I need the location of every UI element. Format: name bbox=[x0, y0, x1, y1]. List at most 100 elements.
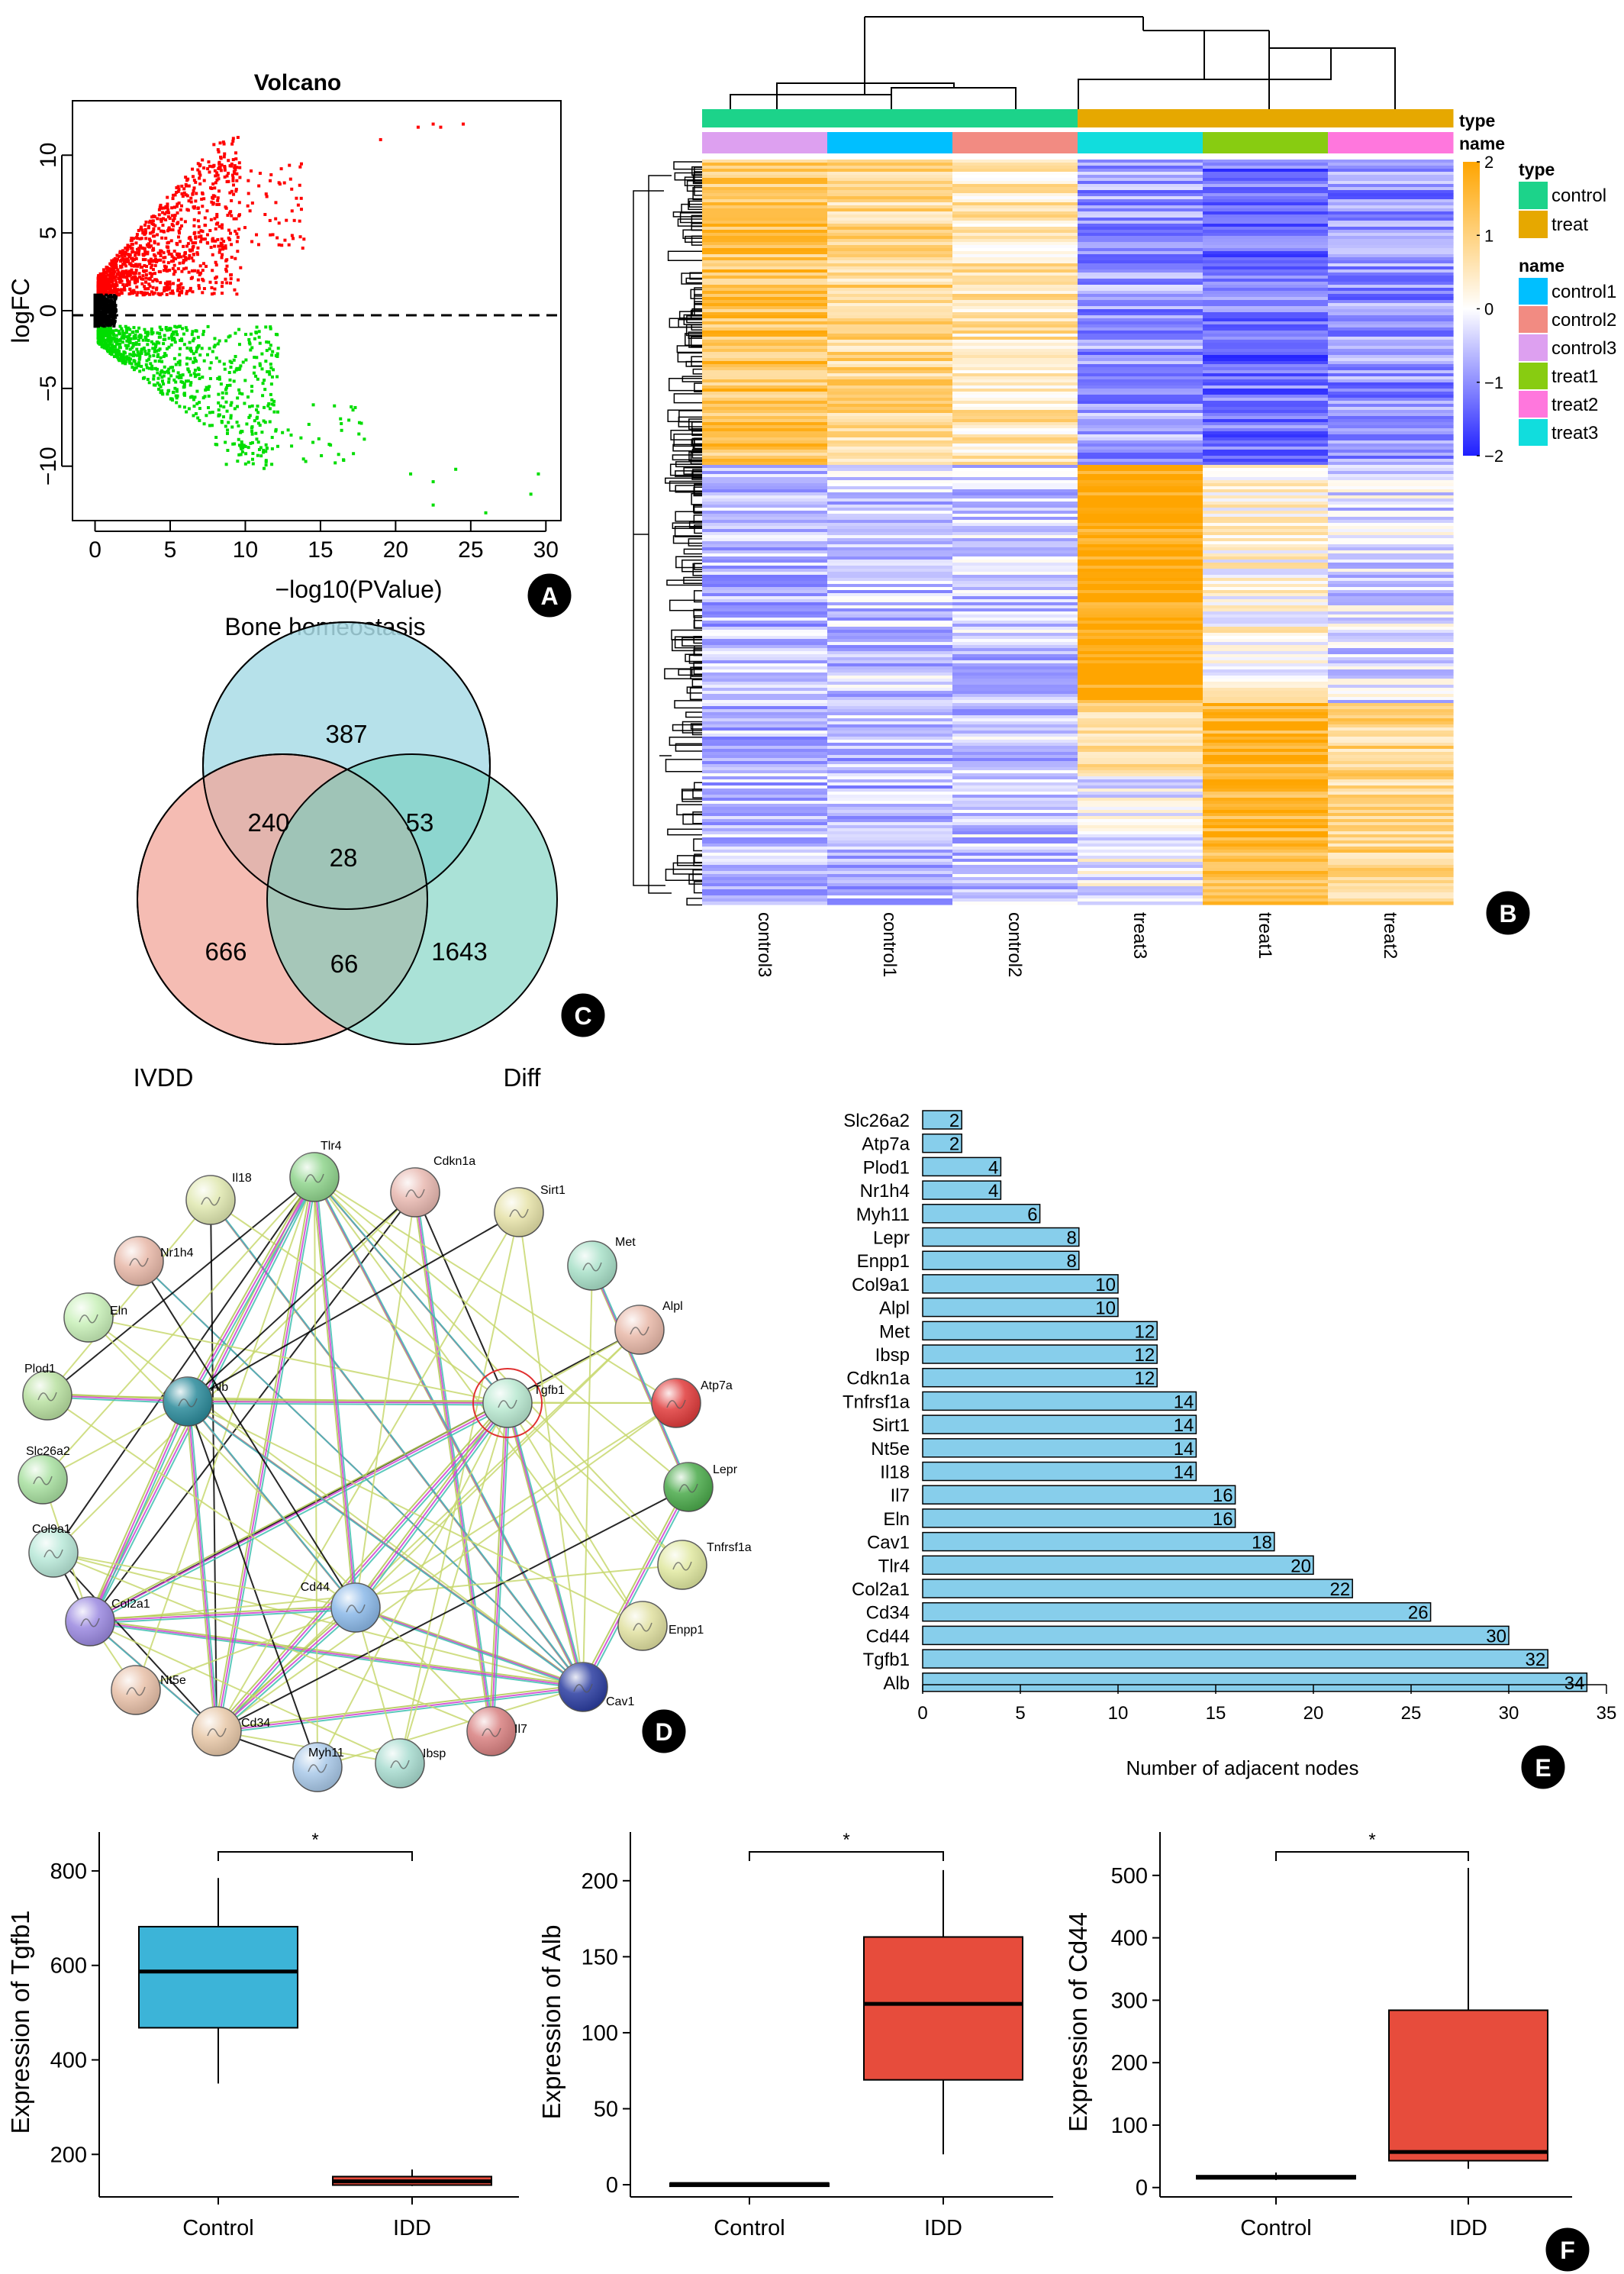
heatmap-cell bbox=[1203, 816, 1329, 820]
heatmap-cell bbox=[1078, 196, 1204, 200]
heatmap-cell bbox=[1078, 724, 1204, 728]
heatmap-cell bbox=[1078, 694, 1204, 698]
heatmap-cell bbox=[827, 804, 953, 808]
row-dendrogram-branch bbox=[692, 869, 702, 882]
volcano-point bbox=[216, 198, 220, 202]
heatmap-cell bbox=[1203, 822, 1329, 826]
heatmap-cell bbox=[1328, 602, 1454, 606]
heatmap-cell bbox=[1078, 642, 1204, 646]
volcano-point bbox=[231, 158, 235, 162]
ppi-edge-Cav1-Tlr4 bbox=[311, 1175, 582, 1685]
volcano-point bbox=[246, 460, 250, 464]
name-cell-treat2 bbox=[1328, 132, 1454, 153]
heatmap-cell bbox=[1328, 801, 1454, 805]
heatmap-cell bbox=[952, 181, 1078, 185]
volcano-point bbox=[138, 369, 142, 373]
volcano-point bbox=[160, 229, 163, 233]
legend-swatch-treat bbox=[1519, 211, 1548, 238]
volcano-point bbox=[211, 350, 214, 353]
degree-value-label-Tlr4: 20 bbox=[1290, 1556, 1311, 1576]
volcano-point bbox=[151, 230, 155, 234]
heatmap-cell bbox=[952, 541, 1078, 545]
heatmap-cell bbox=[702, 813, 828, 817]
heatmap-cell bbox=[952, 502, 1078, 505]
degree-category-label-Sirt1: Sirt1 bbox=[872, 1415, 910, 1436]
volcano-title: Volcano bbox=[254, 70, 341, 95]
volcano-point bbox=[111, 262, 115, 266]
ppi-edge-Il7-Tgfb1 bbox=[492, 1405, 511, 1734]
heatmap-cell bbox=[1078, 813, 1204, 817]
volcano-point bbox=[124, 327, 128, 331]
heatmap-cell bbox=[1203, 584, 1329, 588]
volcano-point bbox=[150, 340, 153, 344]
volcano-point bbox=[261, 382, 265, 385]
heatmap-cell bbox=[1078, 407, 1204, 411]
venn-count-bone-diff: 53 bbox=[406, 808, 434, 837]
volcano-point bbox=[276, 347, 280, 350]
heatmap-cell bbox=[1328, 868, 1454, 872]
heatmap-cell bbox=[952, 450, 1078, 453]
volcano-point bbox=[210, 200, 214, 204]
volcano-point bbox=[108, 334, 112, 337]
heatmap-cell bbox=[702, 340, 828, 344]
row-dendrogram-branch bbox=[683, 314, 702, 325]
ppi-edge-Cd34-Cd44 bbox=[218, 1608, 359, 1734]
volcano-point bbox=[111, 305, 114, 309]
heatmap-cell bbox=[1328, 444, 1454, 447]
heatmap-cell bbox=[827, 294, 953, 298]
volcano-point bbox=[164, 265, 168, 269]
volcano-point bbox=[281, 431, 285, 434]
heatmap-cell bbox=[1078, 566, 1204, 569]
heatmap-cell bbox=[702, 804, 828, 808]
volcano-point bbox=[185, 362, 188, 366]
degree-value-label-Tnfrsf1a: 14 bbox=[1174, 1392, 1194, 1412]
ppi-edge-Cd44-Plod1 bbox=[47, 1395, 356, 1608]
heatmap-cell bbox=[702, 355, 828, 359]
heatmap-cell bbox=[827, 789, 953, 792]
row-dendrogram-branch bbox=[691, 669, 702, 677]
volcano-point bbox=[166, 214, 170, 218]
heatmap-cell bbox=[1328, 431, 1454, 435]
y-axis-label: Expression of Alb bbox=[537, 1925, 566, 2120]
volcano-point bbox=[159, 293, 163, 297]
degree-category-label-Cdkn1a: Cdkn1a bbox=[846, 1369, 910, 1389]
heatmap-cell bbox=[702, 621, 828, 624]
heatmap-cell bbox=[952, 810, 1078, 814]
degree-value-label-Atp7a: 2 bbox=[949, 1134, 959, 1155]
ppi-node-shine bbox=[495, 1188, 543, 1237]
row-dendrogram-branch bbox=[694, 294, 702, 305]
heatmap-cell bbox=[1078, 431, 1204, 435]
heatmap-cell bbox=[1328, 224, 1454, 227]
ppi-edge-Cdkn1a-Tgfb1 bbox=[414, 1192, 508, 1404]
volcano-point bbox=[131, 289, 135, 293]
heatmap-cell bbox=[702, 214, 828, 218]
volcano-point bbox=[132, 350, 136, 354]
heatmap-cell bbox=[952, 727, 1078, 731]
row-dendrogram-branch bbox=[678, 319, 702, 328]
heatmap-cell bbox=[702, 611, 828, 615]
volcano-point bbox=[142, 253, 146, 257]
degree-bar-Col2a1 bbox=[922, 1579, 1353, 1598]
heatmap-cell bbox=[827, 892, 953, 896]
heatmap-cell bbox=[702, 764, 828, 768]
heatmap-cell bbox=[1328, 740, 1454, 743]
ppi-node-cd34: Cd34 bbox=[192, 1706, 270, 1756]
row-dendrogram-branch bbox=[693, 838, 702, 852]
heatmap-cell bbox=[1203, 331, 1329, 334]
volcano-point bbox=[160, 250, 163, 253]
heatmap-cell bbox=[1078, 239, 1204, 243]
heatmap-cell bbox=[1203, 416, 1329, 420]
heatmap-cell bbox=[827, 663, 953, 667]
volcano-point bbox=[269, 325, 272, 329]
heatmap-cell bbox=[702, 782, 828, 786]
volcano-point bbox=[106, 340, 110, 344]
volcano-point bbox=[144, 353, 148, 356]
heatmap-cell bbox=[1203, 508, 1329, 511]
volcano-point bbox=[95, 324, 98, 328]
volcano-point bbox=[208, 229, 212, 233]
volcano-point bbox=[169, 366, 172, 369]
heatmap-cell bbox=[1203, 395, 1329, 398]
volcano-point bbox=[164, 237, 168, 240]
volcano-point bbox=[216, 376, 220, 380]
volcano-point bbox=[201, 330, 205, 334]
